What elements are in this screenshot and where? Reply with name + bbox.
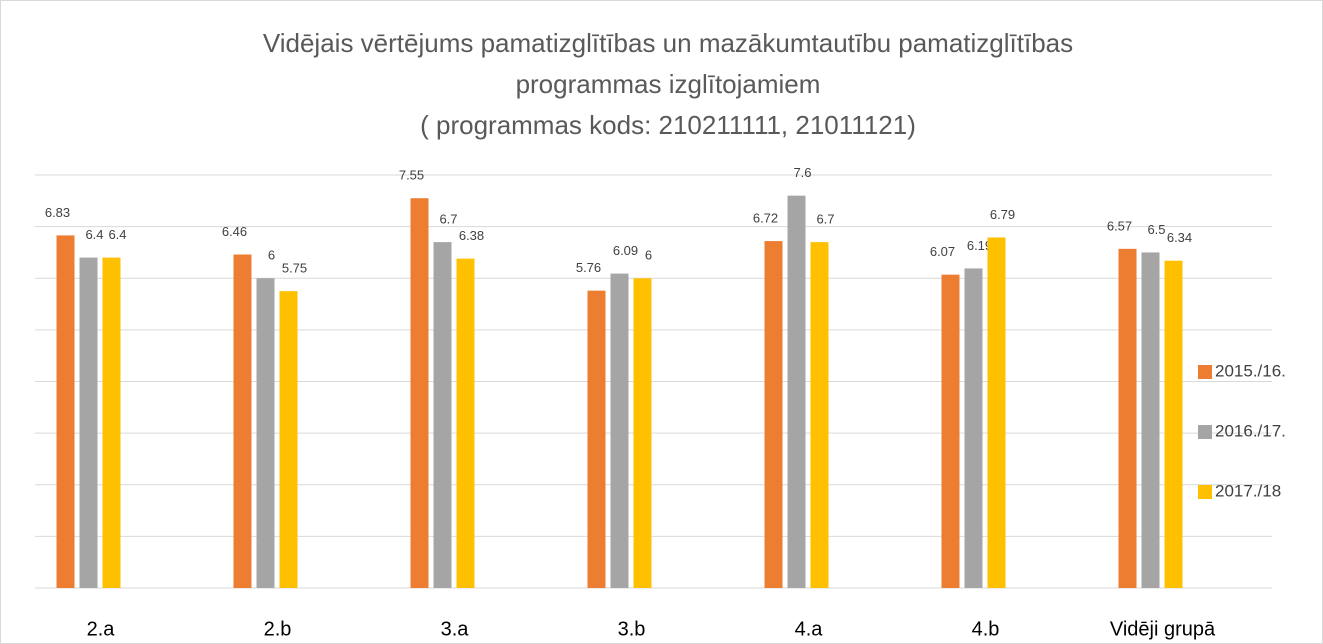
data-label: 6.19 <box>967 238 992 253</box>
data-label: 6.07 <box>930 244 955 259</box>
data-label: 6.5 <box>1147 222 1165 237</box>
legend-swatch <box>1198 485 1212 499</box>
legend-swatch <box>1198 365 1212 379</box>
x-tick-label: 2.a <box>87 618 116 640</box>
bar <box>787 195 806 588</box>
legend-swatch <box>1198 425 1212 439</box>
legend-label: 2015./16. <box>1215 361 1286 380</box>
bar <box>1141 252 1160 588</box>
bar <box>987 237 1006 588</box>
legend-label: 2016./17. <box>1215 421 1286 440</box>
data-label: 6 <box>268 248 275 263</box>
data-label: 5.75 <box>282 261 307 276</box>
data-label: 6.46 <box>222 224 247 239</box>
bar <box>233 254 252 588</box>
chart-title: Vidējais vērtējums pamatizglītības un ma… <box>263 28 1073 58</box>
x-tick-label: 3.a <box>441 618 470 640</box>
bar <box>610 273 629 588</box>
data-label: 6.57 <box>1107 218 1132 233</box>
data-label: 6.72 <box>753 211 778 226</box>
x-tick-label: 4.b <box>972 618 1000 640</box>
x-tick-label: 4.a <box>795 618 824 640</box>
data-label: 7.6 <box>793 165 811 180</box>
bar <box>102 257 121 588</box>
data-label: 6.7 <box>439 212 457 227</box>
bar <box>941 274 960 588</box>
bar <box>964 268 983 588</box>
x-tick-label: 3.b <box>618 618 646 640</box>
data-label: 6.09 <box>613 243 638 258</box>
bar <box>587 290 606 588</box>
bar <box>433 242 452 589</box>
bar <box>279 291 298 588</box>
bar <box>633 278 652 588</box>
chart-title: programmas izglītojamiem <box>516 69 821 99</box>
bar <box>410 198 429 588</box>
data-label: 6.38 <box>459 228 484 243</box>
chart-title: ( programmas kods: 210211111, 21011121) <box>420 110 916 140</box>
x-tick-label: 2.b <box>264 618 292 640</box>
data-label: 6.7 <box>816 212 834 227</box>
data-label: 5.76 <box>576 260 601 275</box>
data-label: 6.4 <box>85 227 103 242</box>
bar <box>1164 260 1183 588</box>
data-label: 7.55 <box>399 168 424 183</box>
bar <box>79 257 98 588</box>
bar <box>1118 248 1137 589</box>
x-tick-label: Vidēji grupā <box>1110 618 1216 640</box>
bar <box>810 242 829 589</box>
data-label: 6 <box>645 248 652 263</box>
data-label: 6.34 <box>1167 230 1192 245</box>
bar <box>764 241 783 588</box>
bar <box>456 258 475 588</box>
bar <box>56 235 75 588</box>
bar <box>256 278 275 588</box>
data-label: 6.4 <box>108 227 126 242</box>
data-label: 6.79 <box>990 207 1015 222</box>
legend-label: 2017./18 <box>1215 481 1281 500</box>
data-label: 6.83 <box>45 205 70 220</box>
